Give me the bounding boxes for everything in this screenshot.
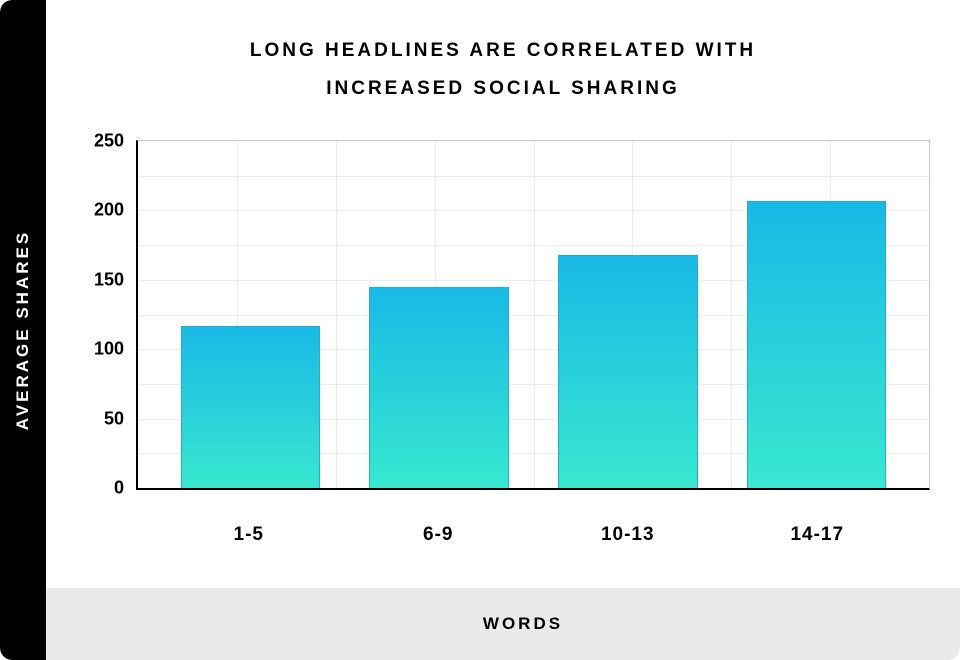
- x-tick-label: 14-17: [723, 510, 913, 546]
- x-axis-label: WORDS: [443, 614, 563, 634]
- bar-slot: [534, 141, 723, 488]
- bar-slot: [156, 141, 345, 488]
- plot-area: 050100150200250 1-56-910-1314-17: [66, 140, 940, 510]
- chart-title-line-2: INCREASED SOCIAL SHARING: [46, 70, 960, 108]
- x-axis-band: WORDS: [46, 588, 960, 660]
- bar: [747, 201, 887, 488]
- x-tick-labels: 1-56-910-1314-17: [136, 510, 930, 546]
- y-tick-label: 0: [114, 478, 138, 499]
- bar: [181, 326, 321, 488]
- chart-card: AVERAGE SHARES LONG HEADLINES ARE CORREL…: [0, 0, 960, 660]
- chart-title-line-1: LONG HEADLINES ARE CORRELATED WITH: [46, 32, 960, 70]
- x-tick-label: 6-9: [344, 510, 534, 546]
- bar-slot: [345, 141, 534, 488]
- y-tick-label: 250: [94, 131, 138, 152]
- x-tick-label: 1-5: [154, 510, 344, 546]
- bars-container: [138, 141, 929, 488]
- bar: [558, 255, 698, 488]
- plot-inner: 050100150200250: [136, 140, 930, 490]
- bar: [369, 287, 509, 488]
- y-tick-label: 100: [94, 339, 138, 360]
- y-tick-label: 200: [94, 200, 138, 221]
- y-tick-label: 150: [94, 269, 138, 290]
- bar-slot: [722, 141, 911, 488]
- y-axis-label: AVERAGE SHARES: [13, 230, 33, 430]
- y-axis-rail: AVERAGE SHARES: [0, 0, 46, 660]
- chart-title: LONG HEADLINES ARE CORRELATED WITH INCRE…: [46, 0, 960, 116]
- x-tick-label: 10-13: [533, 510, 723, 546]
- y-tick-label: 50: [104, 408, 138, 429]
- chart-area: LONG HEADLINES ARE CORRELATED WITH INCRE…: [46, 0, 960, 660]
